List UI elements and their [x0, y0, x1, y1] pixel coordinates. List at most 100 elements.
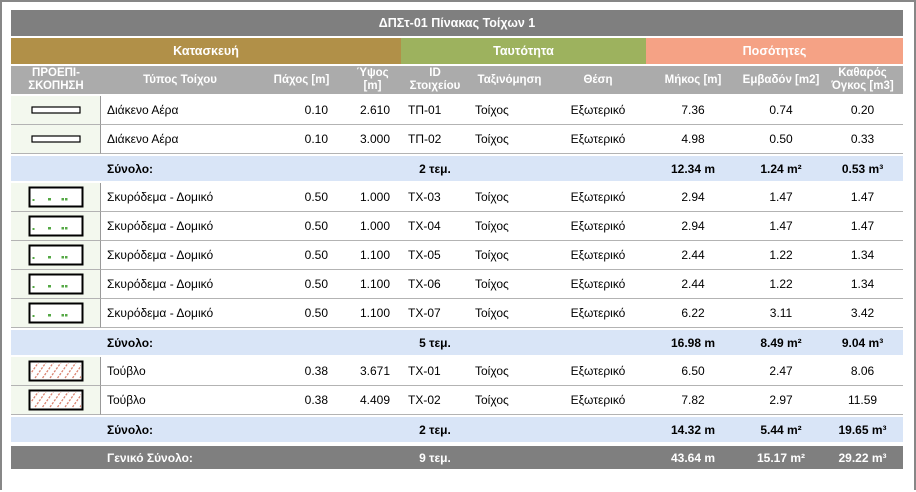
element-id-cell: ΤΧ-06 — [401, 270, 469, 299]
page-title: ΔΠΣτ-01 Πίνακας Τοίχων 1 — [11, 10, 904, 38]
classification-cell: Τοίχος — [469, 183, 550, 212]
preview-cell — [11, 212, 101, 241]
table-row[interactable]: Διάκενο Αέρα 0.10 3.000 ΤΠ-02 Τοίχος Εξωτερικ… — [11, 125, 904, 154]
wall-type-cell: Σκυρόδεμα - Δομικό — [101, 299, 259, 328]
col-header-thickness: Πάχος [m] — [259, 66, 344, 96]
thickness-cell: 0.50 — [259, 212, 344, 241]
brick-preview-icon — [11, 360, 100, 382]
position-cell: Εξωτερικό — [550, 125, 646, 154]
col-header-classification: Ταξινόμηση — [469, 66, 550, 96]
col-header-length: Μήκος [m] — [646, 66, 740, 96]
position-cell: Εξωτερικό — [550, 299, 646, 328]
group-header-identity: Ταυτότητα — [401, 38, 646, 66]
concrete-preview-icon — [11, 302, 100, 324]
height-cell: 2.610 — [344, 96, 401, 125]
preview-cell — [11, 125, 101, 154]
subtotal-row: Σύνολο: 2 τεμ. 12.34 m 1.24 m² 0.53 m³ — [11, 154, 904, 183]
wall-type-cell: Τούβλο — [101, 386, 259, 415]
classification-cell: Τοίχος — [469, 212, 550, 241]
volume-cell: 1.47 — [822, 212, 904, 241]
thickness-cell: 0.38 — [259, 357, 344, 386]
volume-cell: 3.42 — [822, 299, 904, 328]
subtotal-empty-cell — [259, 154, 344, 183]
classification-cell: Τοίχος — [469, 357, 550, 386]
subtotal-label: Σύνολο: — [101, 415, 259, 444]
preview-cell — [11, 183, 101, 212]
grand-total-empty-cell — [550, 444, 646, 469]
thickness-cell: 0.50 — [259, 270, 344, 299]
subtotal-empty-cell — [344, 154, 401, 183]
table-row[interactable]: Σκυρόδεμα - Δομικό 0.50 1.000 ΤΧ-03 Τοίχος Εξ… — [11, 183, 904, 212]
thickness-cell: 0.10 — [259, 125, 344, 154]
subtotal-volume: 9.04 m³ — [822, 328, 904, 357]
length-cell: 7.36 — [646, 96, 740, 125]
subtotal-empty-cell — [11, 415, 101, 444]
element-id-cell: ΤΧ-07 — [401, 299, 469, 328]
schedule-title-row: ΔΠΣτ-01 Πίνακας Τοίχων 1 — [11, 10, 904, 38]
height-cell: 3.000 — [344, 125, 401, 154]
position-cell: Εξωτερικό — [550, 212, 646, 241]
element-id-cell: ΤΧ-04 — [401, 212, 469, 241]
height-cell: 1.100 — [344, 270, 401, 299]
table-row[interactable]: Σκυρόδεμα - Δομικό 0.50 1.100 ΤΧ-05 Τοίχος Εξ… — [11, 241, 904, 270]
grand-total-count: 9 τεμ. — [401, 444, 469, 469]
position-cell: Εξωτερικό — [550, 386, 646, 415]
subtotal-empty-cell — [469, 415, 550, 444]
volume-cell: 1.34 — [822, 241, 904, 270]
preview-cell — [11, 241, 101, 270]
area-cell: 1.47 — [740, 212, 822, 241]
col-header-volume: Καθαρός Όγκος [m3] — [822, 66, 904, 96]
subtotal-row: Σύνολο: 2 τεμ. 14.32 m 5.44 m² 19.65 m³ — [11, 415, 904, 444]
subtotal-empty-cell — [469, 328, 550, 357]
position-cell: Εξωτερικό — [550, 96, 646, 125]
position-cell: Εξωτερικό — [550, 270, 646, 299]
table-row[interactable]: Τούβλο 0.38 3.671 ΤΧ-01 Τοίχος Εξωτερικό 6.50 2… — [11, 357, 904, 386]
subtotal-empty-cell — [469, 154, 550, 183]
subtotal-empty-cell — [344, 328, 401, 357]
volume-cell: 1.47 — [822, 183, 904, 212]
concrete-preview-icon — [11, 244, 100, 266]
table-row[interactable]: Σκυρόδεμα - Δομικό 0.50 1.100 ΤΧ-07 Τοίχος Εξ… — [11, 299, 904, 328]
wall-type-cell: Σκυρόδεμα - Δομικό — [101, 241, 259, 270]
position-cell: Εξωτερικό — [550, 357, 646, 386]
subtotal-area: 8.49 m² — [740, 328, 822, 357]
col-header-height: Ύψος [m] — [344, 66, 401, 96]
group-header-row: Κατασκευή Ταυτότητα Ποσότητες — [11, 38, 904, 66]
subtotal-row: Σύνολο: 5 τεμ. 16.98 m 8.49 m² 9.04 m³ — [11, 328, 904, 357]
subtotal-empty-cell — [344, 415, 401, 444]
grand-total-empty-cell — [469, 444, 550, 469]
length-cell: 2.44 — [646, 241, 740, 270]
length-cell: 2.94 — [646, 212, 740, 241]
element-id-cell: ΤΧ-02 — [401, 386, 469, 415]
table-row[interactable]: Σκυρόδεμα - Δομικό 0.50 1.100 ΤΧ-06 Τοίχος Εξ… — [11, 270, 904, 299]
thickness-cell: 0.50 — [259, 241, 344, 270]
table-row[interactable]: Διάκενο Αέρα 0.10 2.610 ΤΠ-01 Τοίχος Εξωτερικ… — [11, 96, 904, 125]
area-cell: 2.47 — [740, 357, 822, 386]
length-cell: 2.94 — [646, 183, 740, 212]
classification-cell: Τοίχος — [469, 299, 550, 328]
subtotal-empty-cell — [11, 328, 101, 357]
element-id-cell: ΤΧ-03 — [401, 183, 469, 212]
subtotal-length: 14.32 m — [646, 415, 740, 444]
subtotal-length: 12.34 m — [646, 154, 740, 183]
volume-cell: 1.34 — [822, 270, 904, 299]
element-id-cell: ΤΧ-01 — [401, 357, 469, 386]
group-header-construction: Κατασκευή — [11, 38, 401, 66]
table-row[interactable]: Σκυρόδεμα - Δομικό 0.50 1.000 ΤΧ-04 Τοίχος Εξ… — [11, 212, 904, 241]
area-cell: 0.74 — [740, 96, 822, 125]
wall-type-cell: Σκυρόδεμα - Δομικό — [101, 212, 259, 241]
wall-type-cell: Διάκενο Αέρα — [101, 125, 259, 154]
area-cell: 2.97 — [740, 386, 822, 415]
col-header-area: Εμβαδόν [m2] — [740, 66, 822, 96]
table-row[interactable]: Τούβλο 0.38 4.409 ΤΧ-02 Τοίχος Εξωτερικό 7.82 2… — [11, 386, 904, 415]
grand-total-area: 15.17 m² — [740, 444, 822, 469]
position-cell: Εξωτερικό — [550, 241, 646, 270]
group-header-quantities: Ποσότητες — [646, 38, 904, 66]
grand-total-row: Γενικό Σύνολο: 9 τεμ. 43.64 m 15.17 m² 29.22… — [11, 444, 904, 469]
classification-cell: Τοίχος — [469, 386, 550, 415]
volume-cell: 0.33 — [822, 125, 904, 154]
wall-schedule-table: ΔΠΣτ-01 Πίνακας Τοίχων 1 Κατασκευή Ταυτό… — [11, 10, 904, 469]
height-cell: 1.100 — [344, 299, 401, 328]
air-gap-preview-icon — [11, 99, 100, 121]
